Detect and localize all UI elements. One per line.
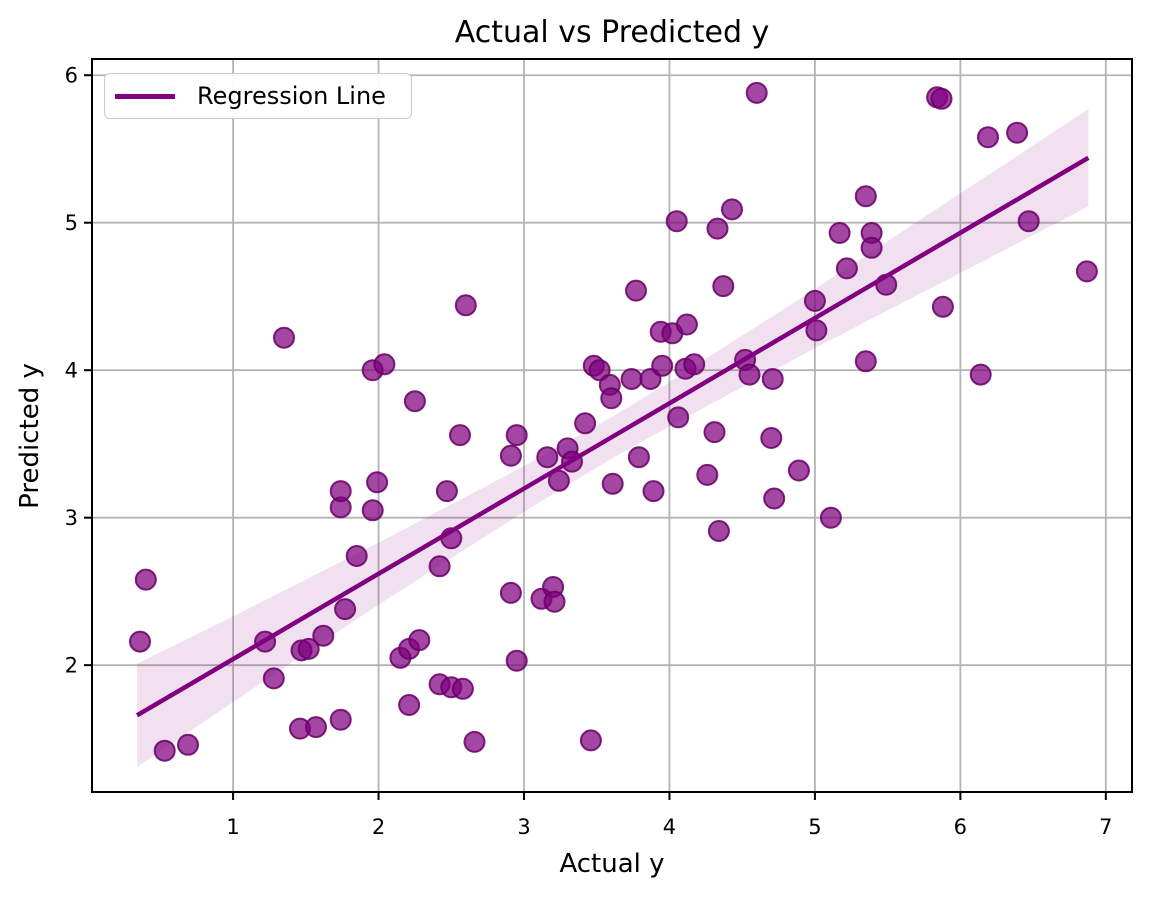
scatter-point <box>703 421 726 444</box>
scatter-point <box>651 354 674 377</box>
scatter-point <box>153 739 176 762</box>
scatter-point <box>930 87 953 110</box>
y-tick-label-3: 3 <box>65 506 78 530</box>
scatter-point <box>712 275 735 298</box>
scatter-point <box>706 217 729 240</box>
y-tick-label-2: 2 <box>65 654 78 678</box>
scatter-point <box>1017 210 1040 233</box>
x-tick-label-3: 3 <box>517 815 530 839</box>
scatter-point <box>642 480 665 503</box>
scatter-point <box>273 326 295 349</box>
scatter-point <box>835 257 858 280</box>
x-tick-label-2: 2 <box>372 815 385 839</box>
chart-title: Actual vs Predicted y <box>454 15 770 50</box>
x-tick-label-1: 1 <box>226 815 239 839</box>
scatter-point <box>625 279 647 302</box>
legend-line-sample <box>115 93 175 99</box>
legend-label: Regression Line <box>197 82 386 110</box>
scatter-point <box>398 694 421 716</box>
scatter-point <box>819 506 842 529</box>
scatter-point <box>969 363 992 386</box>
scatter-point <box>373 353 396 376</box>
scatter-point <box>329 480 352 503</box>
scatter-point <box>665 210 688 233</box>
scatter-point <box>805 319 828 342</box>
scatter-point <box>977 126 999 149</box>
x-tick-label-7: 7 <box>1099 815 1112 839</box>
x-tick-label-4: 4 <box>663 815 676 839</box>
scatter-point <box>763 487 786 510</box>
y-tick-label-5: 5 <box>65 211 78 235</box>
scatter-point <box>547 469 570 492</box>
scatter-point <box>574 412 597 435</box>
scatter-point <box>451 677 474 700</box>
scatter-point <box>435 480 458 503</box>
x-tick-label-5: 5 <box>808 815 821 839</box>
scatter-point <box>627 446 650 469</box>
regression-line <box>135 155 1090 718</box>
scatter-point <box>361 499 384 522</box>
scatter-point <box>312 624 335 647</box>
scatter-point <box>428 555 451 578</box>
scatter-point <box>601 472 624 495</box>
scatter-point <box>696 463 719 486</box>
scatter-point <box>1075 260 1098 283</box>
scatter-point <box>454 294 477 317</box>
scatter-point <box>345 545 368 567</box>
scatter-point <box>177 733 199 756</box>
y-axis-label: Predicted y <box>15 363 45 509</box>
scatter-point <box>738 363 761 386</box>
scatter-point <box>803 289 826 312</box>
scatter-point <box>745 81 768 104</box>
scatter-point <box>505 424 528 447</box>
scatter-point <box>1006 121 1029 144</box>
scatter-point <box>403 390 426 413</box>
x-axis-label: Actual y <box>559 849 665 879</box>
scatter-point <box>536 446 559 469</box>
scatter-point <box>499 581 522 604</box>
scatter-point <box>129 630 151 653</box>
scatter-point <box>543 590 566 613</box>
scatter-point <box>366 471 389 494</box>
scatter-point <box>262 667 285 690</box>
scatter-point <box>334 598 357 621</box>
scatter-point <box>463 730 486 753</box>
scatter-point <box>449 424 471 447</box>
scatter-point <box>854 350 877 373</box>
scatter-point <box>620 368 643 390</box>
scatter-point <box>828 222 851 244</box>
scatter-point <box>760 427 783 449</box>
scatter-point <box>707 520 730 542</box>
x-tick-label-6: 6 <box>954 815 967 839</box>
scatter-point <box>860 236 883 259</box>
scatter-point <box>329 708 352 731</box>
y-tick-label-4: 4 <box>65 359 78 383</box>
scatter-point <box>667 406 690 429</box>
scatter-point <box>931 295 954 318</box>
scatter-point <box>588 359 611 382</box>
axes-spines <box>91 58 1133 793</box>
scatter-point <box>761 368 784 390</box>
scatter-point <box>297 637 320 660</box>
scatter-point <box>683 353 706 376</box>
scatter-point <box>408 629 431 652</box>
scatter-point <box>721 198 743 221</box>
scatter-point <box>854 185 877 208</box>
scatter-point <box>134 568 157 591</box>
scatter-point <box>579 729 602 752</box>
scatter-point <box>499 444 522 467</box>
scatter-point <box>505 649 528 672</box>
scatter-point <box>787 459 810 482</box>
legend: Regression Line <box>104 73 412 119</box>
scatter-point <box>305 716 327 739</box>
y-tick-label-6: 6 <box>65 64 78 88</box>
scatter-point <box>600 387 623 410</box>
scatter-point <box>675 313 698 336</box>
